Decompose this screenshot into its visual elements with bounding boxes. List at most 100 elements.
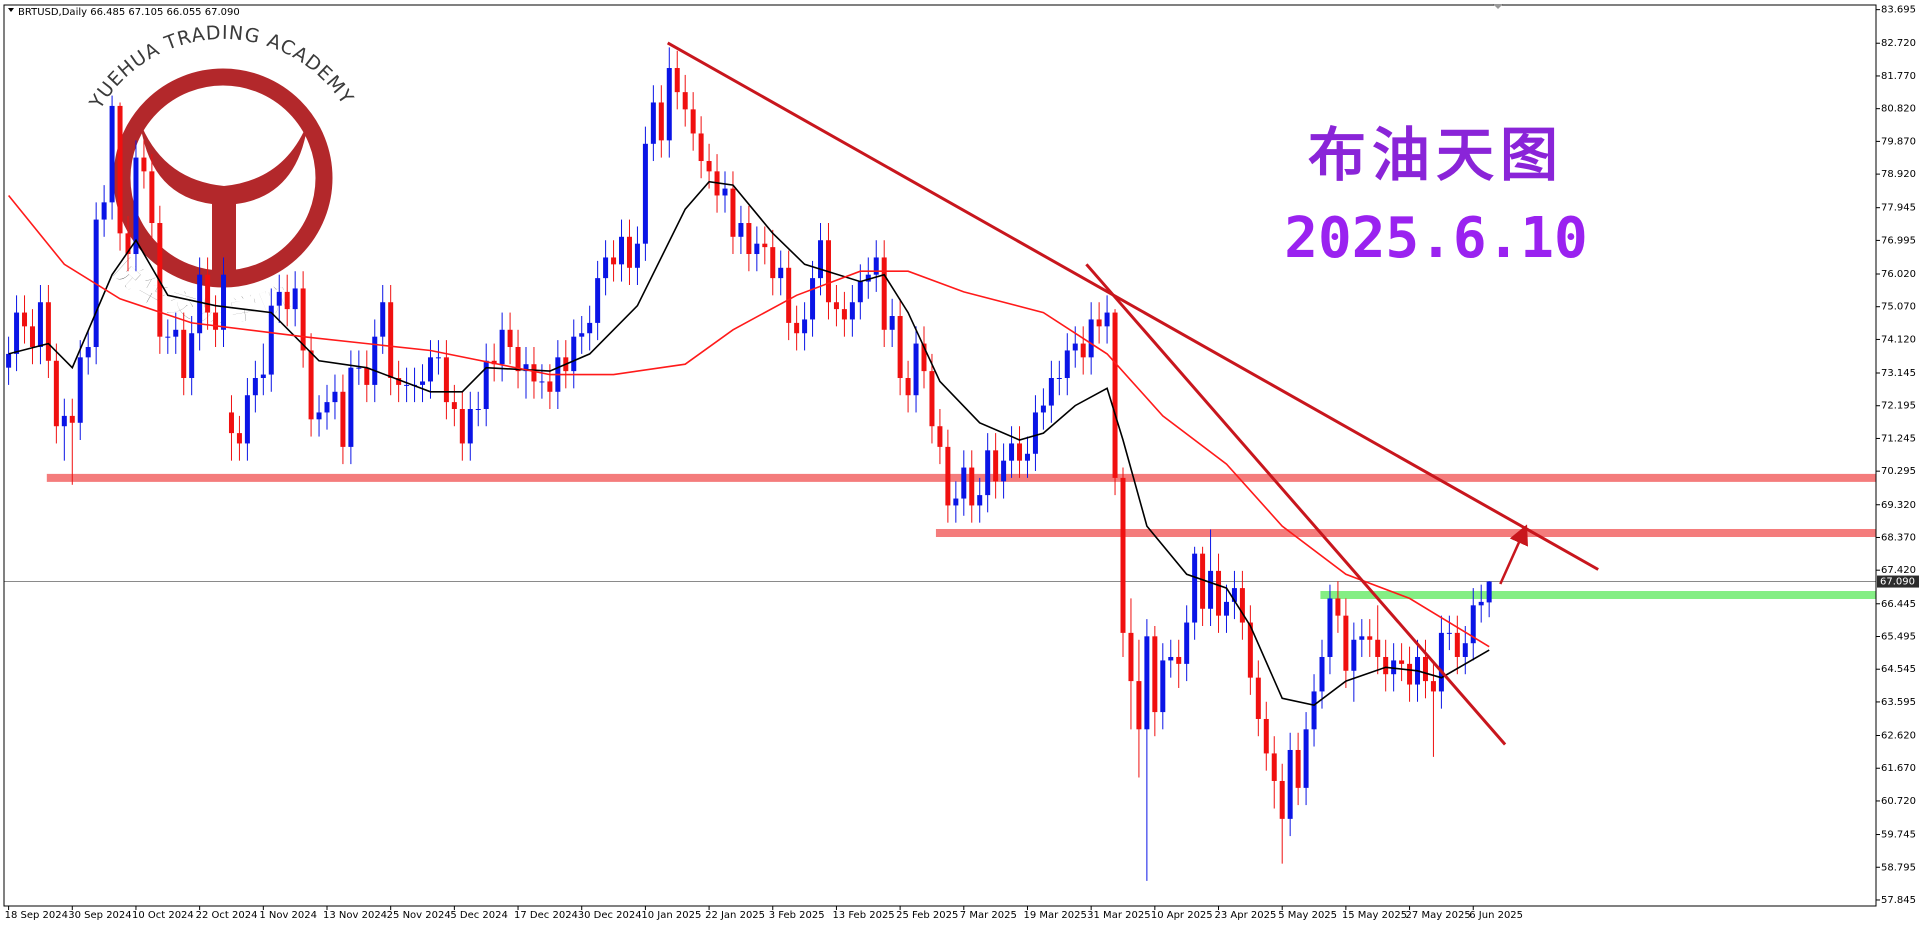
y-tick-label: 83.695 <box>1881 5 1916 16</box>
x-tick-label: 30 Dec 2024 <box>578 910 642 921</box>
candle-body <box>1176 656 1182 664</box>
candle-body <box>889 316 895 330</box>
candle-body <box>1335 598 1341 616</box>
candle-body <box>953 498 959 506</box>
candle-body <box>1247 622 1253 678</box>
x-tick-label: 7 Mar 2025 <box>960 910 1017 921</box>
candle-body <box>873 257 879 275</box>
candle-body <box>674 68 680 93</box>
x-tick-label: 23 Apr 2025 <box>1215 910 1277 921</box>
logo-symbol <box>140 122 308 282</box>
candle-body <box>849 302 855 320</box>
y-tick-label: 66.445 <box>1881 599 1916 610</box>
y-tick-label: 80.820 <box>1881 104 1916 115</box>
candle-body <box>109 105 115 203</box>
candle-body <box>571 336 577 372</box>
x-tick-label: 18 Sep 2024 <box>5 910 68 921</box>
candle-body <box>348 367 354 447</box>
moving-average <box>8 180 1490 707</box>
candle-body <box>1295 749 1301 788</box>
x-tick-label: 27 May 2025 <box>1406 910 1471 921</box>
candle-body <box>141 157 147 172</box>
candle-body <box>1184 622 1190 664</box>
y-tick-label: 76.020 <box>1881 269 1916 280</box>
y-tick-label: 77.945 <box>1881 203 1916 214</box>
candle-body <box>1200 553 1206 609</box>
candle-body <box>6 353 12 368</box>
candle-body <box>284 291 290 310</box>
x-tick-label: 6 Jun 2025 <box>1469 910 1523 921</box>
candle-body <box>292 288 298 310</box>
candle-body <box>690 109 696 134</box>
candle-body <box>268 305 274 375</box>
candle-body <box>642 143 648 244</box>
candle-body <box>1359 636 1365 640</box>
candle-body <box>1192 553 1198 623</box>
candle-body <box>1478 601 1484 606</box>
candle-body <box>1343 615 1349 671</box>
candle-body <box>29 326 35 348</box>
candle-body <box>786 267 792 323</box>
y-tick-label: 74.120 <box>1881 334 1916 345</box>
candle-body <box>587 322 593 334</box>
candle-body <box>1462 643 1468 657</box>
candle-body <box>993 450 999 482</box>
x-tick-label: 10 Oct 2024 <box>132 910 194 921</box>
candle-body <box>865 274 871 282</box>
candle-body <box>1407 663 1413 685</box>
y-tick-label: 63.595 <box>1881 697 1916 708</box>
candle-body <box>650 102 656 144</box>
x-tick-label: 5 May 2025 <box>1278 910 1337 921</box>
y-tick-label: 70.295 <box>1881 466 1916 477</box>
candle-body <box>1144 636 1150 730</box>
candle-body <box>173 329 179 337</box>
candle-body <box>205 274 211 313</box>
y-tick-label: 58.795 <box>1881 862 1916 873</box>
y-tick-label: 81.770 <box>1881 71 1916 82</box>
candle-body <box>1239 588 1245 623</box>
candle-body <box>149 171 155 224</box>
x-tick-label: 3 Feb 2025 <box>769 910 825 921</box>
candle-body <box>515 347 521 372</box>
candle-body <box>1263 718 1269 754</box>
candle-body <box>706 161 712 172</box>
candle-body <box>1080 343 1086 358</box>
y-tick-label: 67.420 <box>1881 565 1916 576</box>
candle-body <box>221 274 227 330</box>
candle-body <box>499 329 505 365</box>
y-tick-label: 73.145 <box>1881 368 1916 379</box>
x-tick-label: 17 Dec 2024 <box>514 910 578 921</box>
x-tick-label: 19 Mar 2025 <box>1023 910 1086 921</box>
candle-body <box>340 391 346 447</box>
candle-body <box>1096 319 1102 327</box>
candle-body <box>762 243 768 248</box>
level-zone <box>935 528 1876 537</box>
x-tick-label: 22 Jan 2025 <box>705 910 765 921</box>
candle-body <box>1327 598 1333 657</box>
candle-body <box>276 291 282 306</box>
candle-body <box>1001 460 1007 482</box>
candle-body <box>507 329 513 348</box>
candle-body <box>372 336 378 385</box>
candle-body <box>380 302 386 337</box>
candle-body <box>929 371 935 427</box>
x-tick-label: 1 Nov 2024 <box>259 910 317 921</box>
candle-body <box>101 202 107 220</box>
candle-body <box>1024 453 1030 461</box>
candle-body <box>682 92 688 110</box>
candle-body <box>45 302 51 361</box>
candle-body <box>157 223 163 337</box>
current-price-box <box>1877 575 1919 588</box>
candle-body <box>332 391 338 403</box>
candle-body <box>1064 350 1070 379</box>
x-tick-label: 15 May 2025 <box>1342 910 1407 921</box>
candle-body <box>1152 636 1158 713</box>
candle-body <box>451 402 457 410</box>
candle-body <box>1231 588 1237 602</box>
candle-body <box>69 415 75 423</box>
candle-body <box>985 450 991 496</box>
candle-body <box>1112 312 1118 478</box>
candle-body <box>181 329 187 379</box>
candle-body <box>1056 378 1062 380</box>
